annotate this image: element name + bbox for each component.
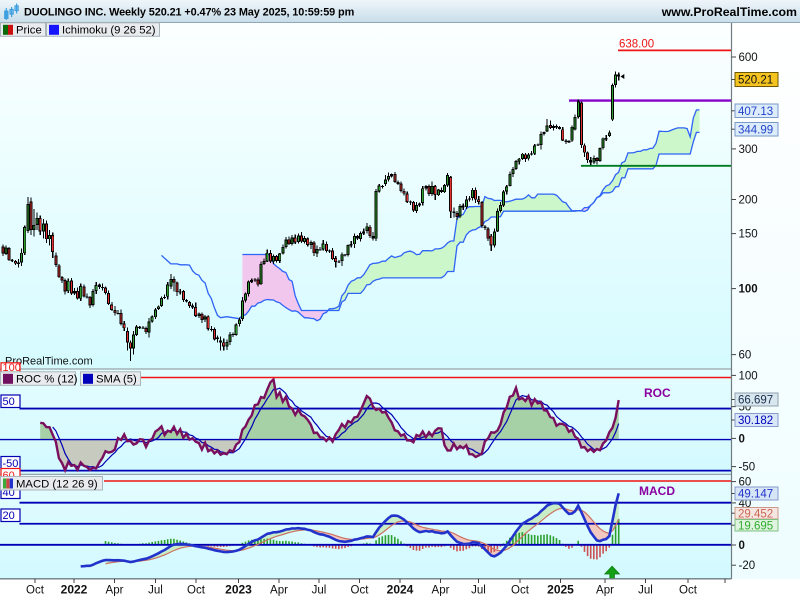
svg-text:Jul: Jul xyxy=(312,585,327,597)
svg-text:19.695: 19.695 xyxy=(738,521,773,533)
svg-text:MACD: MACD xyxy=(639,484,675,498)
svg-text:300: 300 xyxy=(739,144,758,156)
svg-text:www.ProRealTime.com: www.ProRealTime.com xyxy=(661,5,797,19)
svg-text:DUOLINGO INC. Weekly 520.21 +0: DUOLINGO INC. Weekly 520.21 +0.47% 23 Ma… xyxy=(24,7,355,19)
svg-text:0: 0 xyxy=(739,433,745,445)
svg-text:-20: -20 xyxy=(739,560,756,572)
svg-text:2022: 2022 xyxy=(61,583,88,597)
svg-text:30.182: 30.182 xyxy=(738,415,773,427)
svg-text:100: 100 xyxy=(739,370,758,382)
svg-text:Apr: Apr xyxy=(106,585,124,597)
svg-text:Apr: Apr xyxy=(270,585,288,597)
svg-text:Jul: Jul xyxy=(471,585,486,597)
svg-text:50: 50 xyxy=(3,396,15,408)
svg-text:20: 20 xyxy=(3,510,15,522)
svg-text:49.147: 49.147 xyxy=(738,489,773,501)
svg-text:100: 100 xyxy=(739,284,758,296)
svg-text:Oct: Oct xyxy=(679,585,698,597)
svg-text:0: 0 xyxy=(739,540,745,552)
svg-text:Price: Price xyxy=(16,25,42,37)
svg-text:520.21: 520.21 xyxy=(738,75,773,87)
svg-text:Oct: Oct xyxy=(26,585,45,597)
svg-text:MACD (12 26 9): MACD (12 26 9) xyxy=(16,478,98,490)
svg-text:407.13: 407.13 xyxy=(738,106,773,118)
svg-text:SMA (5): SMA (5) xyxy=(96,374,137,386)
svg-text:150: 150 xyxy=(739,229,758,241)
svg-text:Oct: Oct xyxy=(187,585,206,597)
svg-text:60: 60 xyxy=(739,350,752,362)
svg-text:2025: 2025 xyxy=(547,583,574,597)
svg-text:Ichimoku (9 26 52): Ichimoku (9 26 52) xyxy=(62,25,156,37)
svg-text:66.697: 66.697 xyxy=(738,395,773,407)
svg-text:Oct: Oct xyxy=(511,585,530,597)
svg-text:Oct: Oct xyxy=(351,585,370,597)
svg-text:600: 600 xyxy=(739,52,758,64)
svg-text:-50: -50 xyxy=(739,462,756,474)
svg-text:344.99: 344.99 xyxy=(738,124,773,136)
svg-text:2024: 2024 xyxy=(387,583,414,597)
svg-text:2023: 2023 xyxy=(225,583,252,597)
svg-text:Apr: Apr xyxy=(432,585,450,597)
svg-text:200: 200 xyxy=(739,195,758,207)
svg-text:Jul: Jul xyxy=(148,585,163,597)
svg-text:ROC % (12): ROC % (12) xyxy=(16,374,78,386)
svg-text:ROC: ROC xyxy=(644,386,671,400)
svg-text:29.452: 29.452 xyxy=(738,509,773,521)
svg-text:638.00: 638.00 xyxy=(619,39,654,51)
svg-text:Apr: Apr xyxy=(596,585,614,597)
svg-text:Jul: Jul xyxy=(638,585,653,597)
